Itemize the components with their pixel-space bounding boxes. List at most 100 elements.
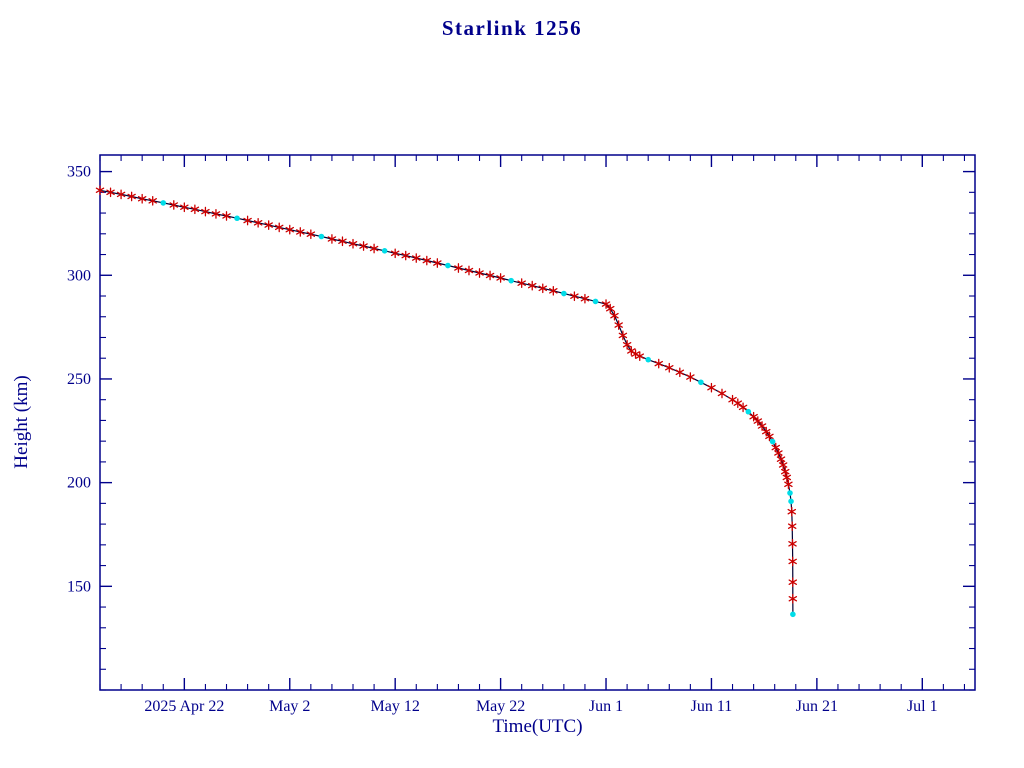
- red-asterisk-marker: [570, 291, 579, 302]
- red-asterisk-marker: [264, 220, 273, 230]
- red-asterisk-marker: [635, 351, 645, 361]
- cyan-dot-marker: [645, 356, 651, 363]
- red-asterisk-marker: [454, 263, 463, 273]
- red-asterisk-marker: [787, 521, 797, 532]
- red-asterisk-marker: [222, 211, 231, 221]
- height-curve-line: [99, 189, 794, 615]
- cyan-dot-marker: [790, 611, 796, 618]
- x-tick-label: May 12: [371, 698, 420, 715]
- red-asterisk-marker: [717, 388, 727, 399]
- red-asterisk-marker: [327, 234, 337, 244]
- x-tick-label: Jun 1: [589, 698, 623, 715]
- red-asterisk-marker: [190, 204, 200, 215]
- x-tick-label: May 22: [476, 698, 525, 715]
- cyan-dot-marker: [508, 277, 514, 284]
- red-asterisk-marker: [654, 358, 663, 369]
- red-asterisk-marker: [580, 293, 590, 304]
- red-asterisk-marker: [169, 200, 179, 210]
- chart-title: Starlink 1256: [441, 16, 583, 40]
- red-asterisk-marker: [148, 195, 157, 206]
- red-asterisk-marker: [496, 273, 505, 283]
- red-asterisk-marker: [610, 310, 619, 321]
- red-asterisk-marker: [784, 479, 793, 490]
- red-asterisk-marker: [774, 448, 783, 458]
- red-asterisk-marker: [201, 206, 210, 217]
- cyan-dot-marker: [160, 200, 167, 206]
- red-asterisk-marker: [296, 227, 305, 237]
- red-asterisk-marker: [618, 330, 628, 341]
- red-asterisk-marker: [464, 265, 474, 276]
- red-asterisk-marker: [707, 382, 716, 393]
- cyan-dot-marker: [592, 298, 599, 305]
- red-asterisk-marker: [180, 202, 189, 213]
- red-asterisk-marker: [306, 229, 316, 240]
- red-asterisk-marker: [485, 270, 495, 281]
- red-asterisk-marker: [285, 224, 295, 235]
- y-tick-label: 250: [67, 371, 91, 388]
- red-asterisk-marker: [549, 285, 558, 296]
- red-asterisk-marker: [780, 466, 790, 477]
- red-asterisk-marker: [274, 222, 284, 233]
- x-axis-label: Time(UTC): [492, 716, 583, 737]
- red-asterisk-marker: [778, 460, 788, 470]
- red-asterisk-marker: [788, 577, 798, 588]
- y-axis-label: Height (km): [11, 375, 32, 469]
- red-asterisk-marker: [412, 253, 421, 263]
- cyan-dot-marker: [561, 290, 567, 297]
- cyan-dot-marker: [445, 262, 451, 269]
- cyan-dot-marker: [745, 408, 752, 415]
- y-tick-label: 150: [67, 578, 91, 595]
- red-asterisk-marker: [95, 185, 105, 196]
- red-asterisk-marker: [538, 283, 548, 294]
- cyan-dot-marker: [234, 215, 240, 222]
- cyan-dot-marker: [381, 248, 388, 254]
- red-asterisk-marker: [782, 472, 792, 483]
- red-asterisk-marker: [665, 362, 674, 373]
- red-asterisk-marker: [765, 431, 774, 442]
- red-asterisk-marker: [517, 278, 526, 289]
- red-asterisk-marker: [738, 402, 748, 413]
- red-asterisk-marker: [401, 250, 410, 261]
- red-asterisk-marker: [788, 538, 797, 549]
- x-tick-label: Jun 11: [691, 698, 733, 715]
- red-asterisk-marker: [422, 255, 432, 266]
- red-asterisk-marker: [728, 394, 737, 405]
- cyan-dot-marker: [318, 233, 325, 240]
- red-asterisk-marker: [253, 217, 263, 228]
- y-tick-label: 200: [67, 475, 91, 492]
- axes-frame: [99, 154, 976, 691]
- cyan-dot-marker: [787, 490, 793, 496]
- red-asterisk-marker: [137, 193, 147, 204]
- red-asterisk-marker: [116, 189, 126, 200]
- red-asterisk-marker: [788, 593, 798, 604]
- red-asterisk-marker: [686, 372, 695, 382]
- red-asterisk-marker: [733, 398, 743, 409]
- red-asterisk-marker: [359, 241, 368, 251]
- red-asterisk-marker: [527, 280, 537, 291]
- x-tick-label: Jul 1: [907, 698, 938, 715]
- x-tick-label: Jun 21: [796, 698, 838, 715]
- red-asterisk-marker: [787, 506, 797, 517]
- x-tick-label: May 2: [269, 698, 310, 715]
- y-tick-label: 300: [67, 267, 91, 284]
- red-asterisk-marker: [675, 367, 685, 378]
- red-asterisk-marker: [338, 236, 347, 247]
- cyan-dot-marker: [698, 379, 704, 386]
- red-asterisk-marker: [605, 303, 615, 314]
- y-tick-label: 350: [67, 164, 91, 181]
- red-asterisk-marker: [433, 258, 442, 268]
- red-asterisk-marker: [369, 243, 379, 254]
- red-asterisk-marker: [106, 187, 115, 198]
- red-asterisk-marker: [390, 248, 400, 259]
- red-asterisk-marker: [601, 299, 611, 309]
- red-asterisk-marker: [749, 411, 758, 422]
- red-asterisk-marker: [348, 238, 358, 249]
- x-tick-label: 2025 Apr 22: [144, 698, 224, 715]
- red-asterisk-marker: [475, 268, 484, 278]
- cyan-dot-marker: [769, 438, 776, 445]
- red-asterisk-marker: [788, 556, 797, 567]
- red-asterisk-marker: [757, 421, 767, 431]
- red-asterisk-marker: [614, 320, 623, 330]
